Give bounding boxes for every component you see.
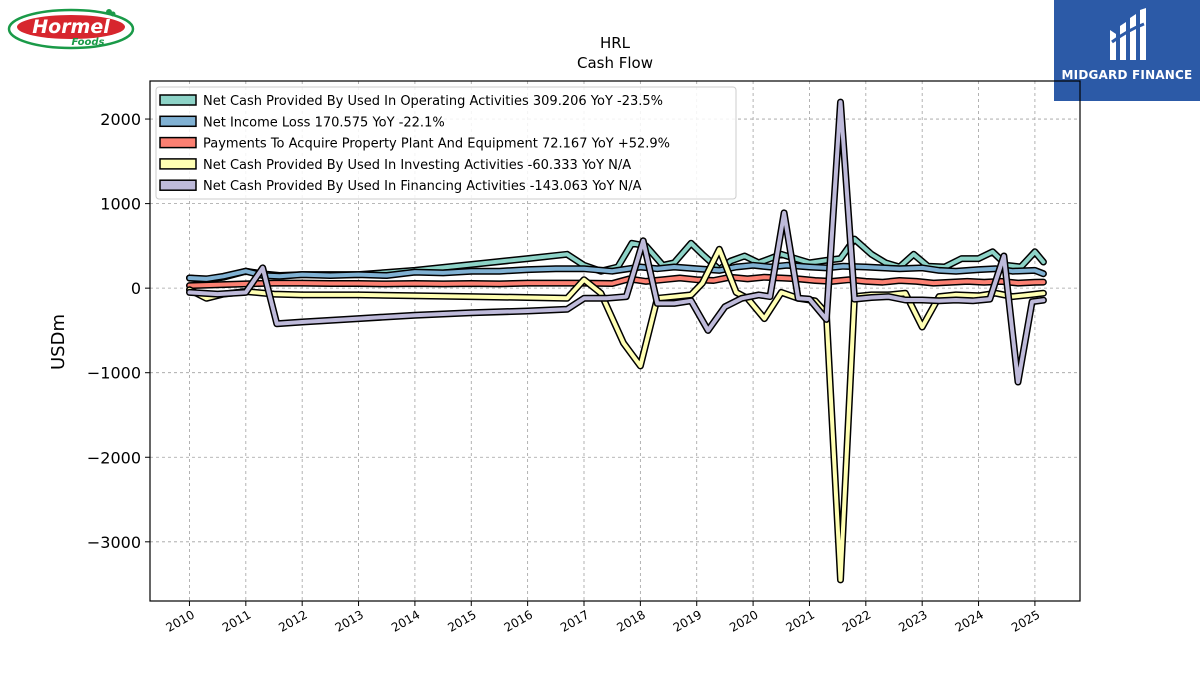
legend-box xyxy=(155,86,737,200)
x-tick-label: 2013 xyxy=(333,607,366,634)
x-tick-label: 2025 xyxy=(1009,607,1042,634)
chart-subtitle: Cash Flow xyxy=(577,54,653,72)
legend-label: Net Cash Provided By Used In Financing A… xyxy=(203,179,642,194)
x-tick-label: 2016 xyxy=(502,607,535,634)
y-tick-label: 2000 xyxy=(100,110,141,129)
legend-swatch xyxy=(159,179,197,191)
y-tick-label: −2000 xyxy=(87,448,141,467)
legend-label: Net Income Loss 170.575 YoY -22.1% xyxy=(203,115,445,130)
x-tick-label: 2017 xyxy=(558,607,591,634)
legend-swatch xyxy=(159,136,197,149)
y-tick-label: 0 xyxy=(131,279,141,298)
legend-swatch xyxy=(159,158,197,170)
midgard-mark-icon xyxy=(1110,8,1146,60)
x-tick-label: 2018 xyxy=(614,607,647,634)
y-tick-label: −3000 xyxy=(87,533,141,552)
svg-text:Hormel: Hormel xyxy=(32,16,110,38)
legend-label: Payments To Acquire Property Plant And E… xyxy=(203,137,670,152)
series-5 xyxy=(186,98,1047,386)
legend: Net Cash Provided By Used In Operating A… xyxy=(155,86,737,200)
series-4 xyxy=(186,245,1047,584)
svg-text:Foods: Foods xyxy=(72,37,105,48)
x-tick-label: 2019 xyxy=(671,607,704,634)
x-tick-label: 2022 xyxy=(840,607,873,634)
midgard-finance-wordmark: MIDGARD FINANCE xyxy=(1061,68,1193,82)
x-tick-label: 2014 xyxy=(389,607,422,634)
x-tick-label: 2021 xyxy=(784,607,817,634)
x-tick-label: 2011 xyxy=(220,607,253,634)
legend-label: Net Cash Provided By Used In Investing A… xyxy=(203,158,631,173)
plot-frame xyxy=(149,80,1081,602)
legend-swatch xyxy=(159,115,197,128)
series-line xyxy=(187,247,1046,582)
legend-swatch xyxy=(159,94,197,106)
hormel-foods-logo: Hormel Foods xyxy=(6,6,138,52)
y-tick-label: −1000 xyxy=(87,364,141,383)
legend-label: Net Cash Provided By Used In Operating A… xyxy=(203,94,663,109)
series-line xyxy=(187,263,1046,281)
series-2 xyxy=(186,261,1047,283)
midgard-finance-logo: MIDGARD FINANCE xyxy=(1054,0,1200,101)
y-axis-label: USDm xyxy=(48,314,69,370)
y-tick-label: 1000 xyxy=(100,195,141,214)
x-tick-label: 2023 xyxy=(896,607,929,634)
x-tick-label: 2012 xyxy=(276,607,309,634)
x-tick-label: 2020 xyxy=(727,607,760,634)
chart-title: HRL xyxy=(600,34,631,52)
x-tick-label: 2024 xyxy=(953,607,986,634)
x-tick-label: 2015 xyxy=(445,607,478,634)
series-lines xyxy=(186,98,1047,584)
hormel-logo-graphic: Hormel Foods xyxy=(7,8,135,50)
series-line xyxy=(187,100,1046,384)
x-tick-label: 2010 xyxy=(164,607,197,634)
